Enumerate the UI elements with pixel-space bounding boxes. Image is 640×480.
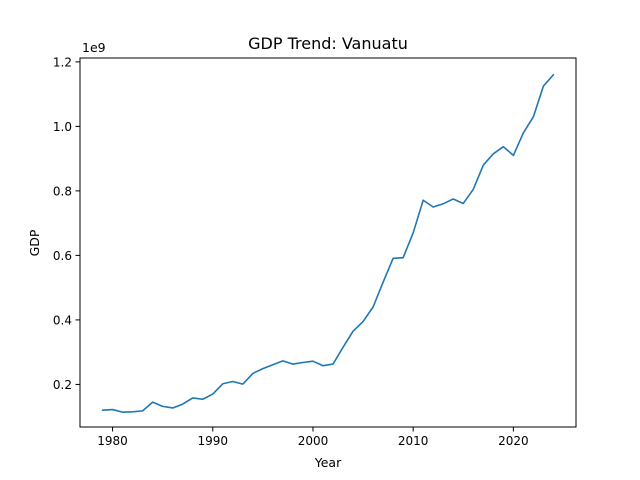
y-tick-label: 0.6 (53, 249, 72, 263)
chart-title: GDP Trend: Vanuatu (248, 34, 408, 53)
axes-frame (79, 57, 577, 428)
y-tick-label: 0.2 (53, 378, 72, 392)
y-tick-label: 1.2 (53, 55, 72, 69)
plot-area: 1980 1990 2000 2010 2020 0.2 0.4 0.6 0.8 1.0 1.2 (53, 55, 555, 448)
x-tick-label: 2020 (498, 434, 529, 448)
y-tick-label: 1.0 (53, 120, 72, 134)
x-tick-label: 1980 (97, 434, 128, 448)
gdp-series-line (101, 73, 555, 413)
x-axis-label: Year (314, 455, 342, 470)
x-tick-label: 2000 (298, 434, 329, 448)
y-tick-label: 0.8 (53, 184, 72, 198)
y-axis-label: GDP (27, 229, 42, 256)
x-tick-label: 1990 (197, 434, 228, 448)
x-tick-label: 2010 (398, 434, 429, 448)
y-tick-label: 0.4 (53, 313, 72, 327)
y-axis-scale-label: 1e9 (82, 40, 106, 55)
